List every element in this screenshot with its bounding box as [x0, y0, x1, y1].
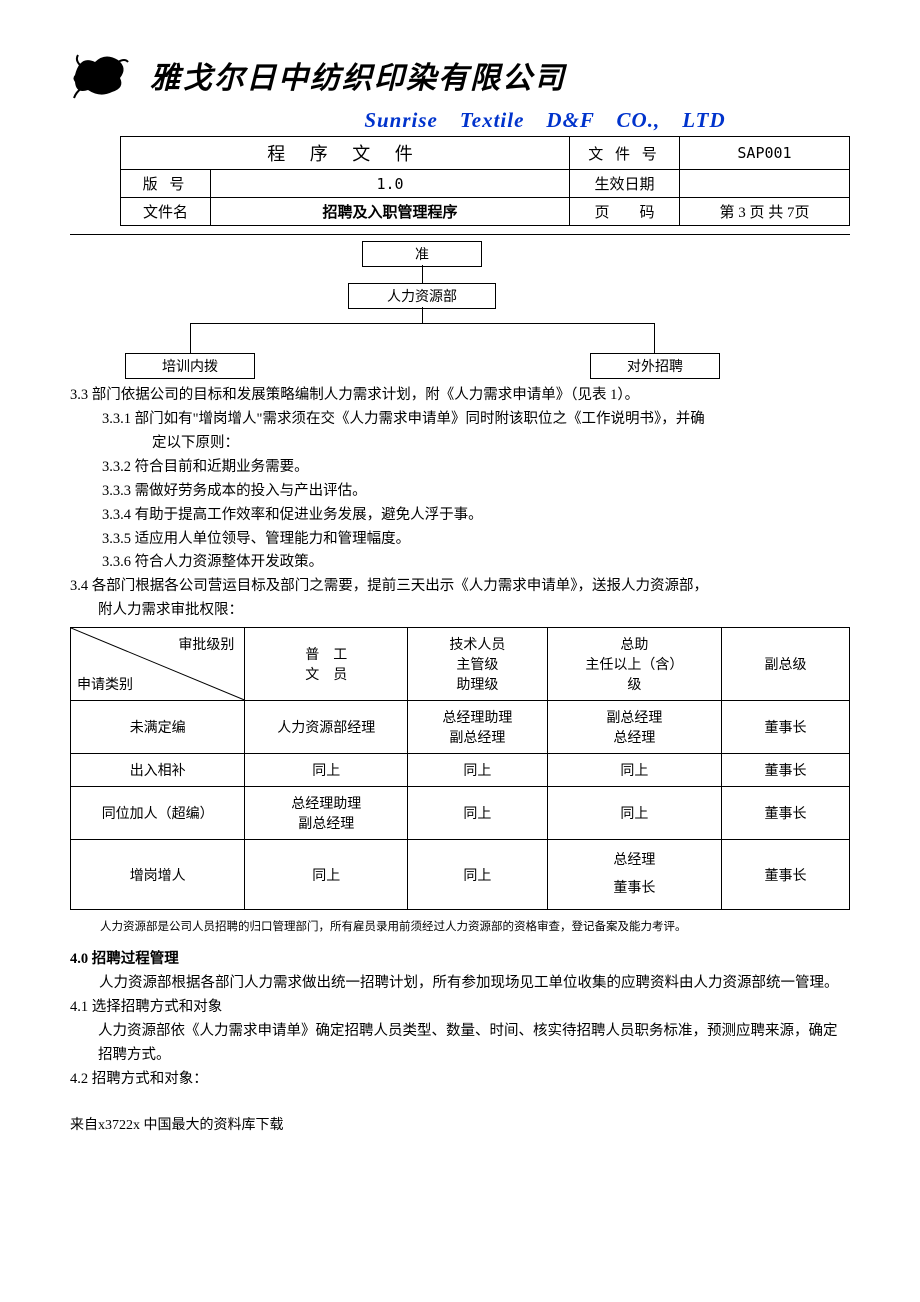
- p-3-3-1b: 定以下原则：: [70, 432, 850, 456]
- flow-node-top: 准: [362, 241, 482, 267]
- p-3-3-4: 3.3.4 有助于提高工作效率和促进业务发展，避免人浮于事。: [70, 504, 850, 528]
- p-3-4b: 附人力需求审批权限：: [70, 599, 850, 623]
- col-h3: 总助 主任以上（含） 级: [547, 628, 721, 701]
- p-4-1a: 人力资源部依《人力需求申请单》确定招聘人员类型、数量、时间、核实待招聘人员职务标…: [70, 1020, 850, 1068]
- flow-node-hr: 人力资源部: [348, 283, 496, 309]
- r3c3: 同上: [547, 787, 721, 840]
- p-3-3-2: 3.3.2 符合目前和近期业务需要。: [70, 456, 850, 480]
- p-3-3-6: 3.3.6 符合人力资源整体开发政策。: [70, 551, 850, 575]
- diag-header: 审批级别 申请类别: [71, 628, 245, 701]
- r3c0: 同位加人（超编）: [71, 787, 245, 840]
- flow-node-left: 培训内拨: [125, 353, 255, 379]
- r2c3: 同上: [547, 754, 721, 787]
- approval-matrix: 审批级别 申请类别 普 工 文 员 技术人员 主管级 助理级 总助 主任以上（含…: [70, 627, 850, 910]
- r4c2: 同上: [408, 840, 548, 910]
- letterhead: 雅戈尔日中纺织印染有限公司: [70, 50, 850, 100]
- procedure-title: 程 序 文 件: [121, 137, 570, 170]
- flowchart: 准 人力资源部 培训内拨 对外招聘: [70, 234, 850, 384]
- r4c4: 董事长: [722, 840, 850, 910]
- company-name-cn: 雅戈尔日中纺织印染有限公司: [150, 53, 566, 97]
- p-3-3: 3.3 部门依据公司的目标和发展策略编制人力需求计划，附《人力需求申请单》（见表…: [70, 384, 850, 408]
- p-3-3-1a: 3.3.1 部门如有"增岗增人"需求须在交《人力需求申请单》同时附该职位之《工作…: [70, 408, 850, 432]
- r2c0: 出入相补: [71, 754, 245, 787]
- effdate-label: 生效日期: [570, 170, 680, 198]
- col-h2: 技术人员 主管级 助理级: [408, 628, 548, 701]
- r1c0: 未满定编: [71, 701, 245, 754]
- r2c2: 同上: [408, 754, 548, 787]
- r1c3: 副总经理 总经理: [547, 701, 721, 754]
- sec4-head: 4.0 招聘过程管理: [70, 948, 850, 972]
- p-4-1: 4.1 选择招聘方式和对象: [70, 996, 850, 1020]
- dragon-logo-icon: [70, 50, 130, 100]
- hr-note: 人力资源部是公司人员招聘的归口管理部门，所有雇员录用前须经过人力资源部的资格审查…: [100, 918, 850, 934]
- filename: 招聘及入职管理程序: [211, 198, 570, 226]
- r4c0: 增岗增人: [71, 840, 245, 910]
- col-h1: 普 工 文 员: [245, 628, 408, 701]
- page-label: 页 码: [570, 198, 680, 226]
- docno: SAP001: [680, 137, 850, 170]
- p-3-3-3: 3.3.3 需做好劳务成本的投入与产出评估。: [70, 480, 850, 504]
- r2c1: 同上: [245, 754, 408, 787]
- p-3-3-5: 3.3.5 适应用人单位领导、管理能力和管理幅度。: [70, 528, 850, 552]
- doc-info-table: 程 序 文 件 文 件 号 SAP001 版 号 1.0 生效日期 文件名 招聘…: [120, 136, 850, 226]
- company-name-en: Sunrise Textile D&F CO., LTD: [240, 104, 850, 134]
- flow-node-right: 对外招聘: [590, 353, 720, 379]
- section-3-3: 3.3 部门依据公司的目标和发展策略编制人力需求计划，附《人力需求申请单》（见表…: [70, 384, 850, 623]
- filename-label: 文件名: [121, 198, 211, 226]
- docno-label: 文 件 号: [570, 137, 680, 170]
- version-label: 版 号: [121, 170, 211, 198]
- r3c2: 同上: [408, 787, 548, 840]
- r4c3: 总经理 董事长: [547, 840, 721, 910]
- r4c1: 同上: [245, 840, 408, 910]
- version: 1.0: [211, 170, 570, 198]
- r1c4: 董事长: [722, 701, 850, 754]
- page-number: 第 3 页 共 7页: [680, 198, 850, 226]
- p-4-2: 4.2 招聘方式和对象：: [70, 1068, 850, 1092]
- effdate: [680, 170, 850, 198]
- r1c2: 总经理助理 副总经理: [408, 701, 548, 754]
- r2c4: 董事长: [722, 754, 850, 787]
- diag-bot: 申请类别: [77, 674, 133, 694]
- r3c4: 董事长: [722, 787, 850, 840]
- section-4: 4.0 招聘过程管理 人力资源部根据各部门人力需求做出统一招聘计划，所有参加现场…: [70, 948, 850, 1092]
- diag-top: 审批级别: [178, 634, 234, 654]
- col-h4: 副总级: [722, 628, 850, 701]
- r3c1: 总经理助理 副总经理: [245, 787, 408, 840]
- p-3-4a: 3.4 各部门根据各公司营运目标及部门之需要，提前三天出示《人力需求申请单》，送…: [70, 575, 850, 599]
- sec4-intro: 人力资源部根据各部门人力需求做出统一招聘计划，所有参加现场见工单位收集的应聘资料…: [70, 972, 850, 996]
- page-footer: 来自x3722x 中国最大的资料库下载: [70, 1114, 850, 1134]
- r1c1: 人力资源部经理: [245, 701, 408, 754]
